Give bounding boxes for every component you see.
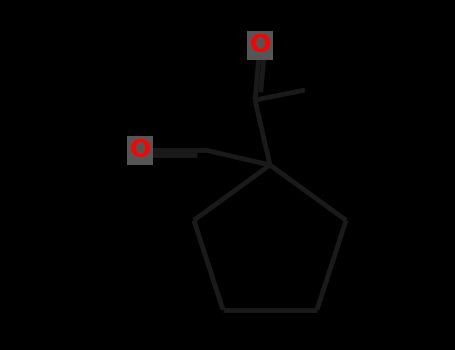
Text: O: O [129,138,151,162]
Text: O: O [249,33,271,57]
